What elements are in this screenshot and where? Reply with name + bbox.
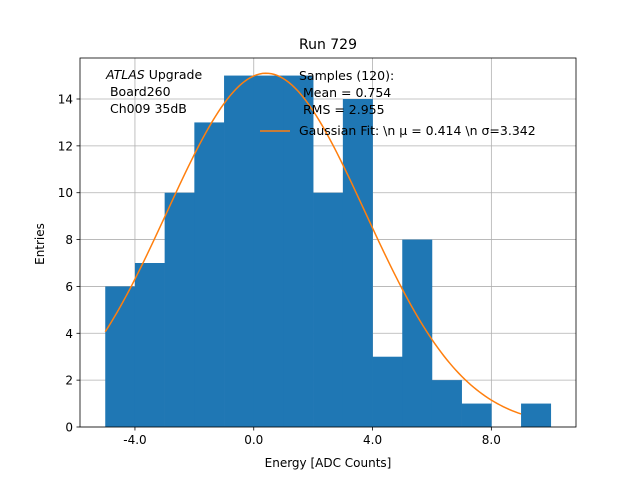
histogram-bar (313, 192, 344, 427)
y-tick-label: 14 (58, 93, 73, 107)
histogram-bar (134, 263, 165, 427)
rms-label: RMS = 2.955 (299, 102, 385, 117)
legend-fit-label: Gaussian Fit: \n μ = 0.414 \n σ=3.342 (299, 123, 536, 138)
mean-label: Mean = 0.754 (299, 85, 391, 100)
atlas-annotation: ATLAS Upgrade Board260 Ch009 35dB (105, 67, 202, 116)
chart-title: Run 729 (299, 37, 357, 53)
atlas-italic-text: ATLAS (105, 67, 145, 82)
x-axis-label: Energy [ADC Counts] (265, 456, 392, 470)
histogram-bar (164, 192, 195, 427)
histogram-bar (521, 403, 552, 427)
y-tick-label: 10 (58, 186, 73, 200)
histogram-bar (431, 380, 462, 427)
x-tick-label: -4.0 (123, 433, 146, 447)
gaussian-fit-line (104, 72, 522, 415)
y-tick-label: 2 (65, 374, 73, 388)
y-tick-label: 6 (65, 280, 73, 294)
samples-count-label: Samples (120): (299, 68, 394, 83)
y-axis-ticks: 0 2 4 6 8 10 12 14 (58, 93, 80, 435)
histogram-bars (105, 75, 552, 428)
axes-frame (79, 57, 577, 428)
histogram-bar (105, 286, 136, 427)
x-tick-label: 4.0 (363, 433, 382, 447)
channel-label: Ch009 35dB (106, 101, 187, 116)
histogram-bar (372, 356, 403, 427)
board-label: Board260 (106, 84, 171, 99)
y-tick-label: 0 (65, 421, 73, 435)
x-tick-label: 0.0 (244, 433, 263, 447)
histogram-bar (342, 99, 373, 427)
histogram-bar (253, 75, 284, 428)
samples-annotation: Samples (120): Mean = 0.754 RMS = 2.955 (299, 68, 394, 117)
x-tick-label: 8.0 (482, 433, 501, 447)
atlas-label: ATLAS Upgrade (105, 67, 202, 82)
y-tick-label: 4 (65, 327, 73, 341)
histogram-bar (224, 75, 255, 428)
plot-area: -4.0 0.0 4.0 8.0 0 2 4 6 8 10 12 14 (58, 57, 577, 447)
histogram-bar (283, 75, 314, 428)
y-tick-label: 8 (65, 233, 73, 247)
legend: Gaussian Fit: \n μ = 0.414 \n σ=3.342 (260, 123, 536, 138)
atlas-upgrade-text: Upgrade (145, 67, 203, 82)
histogram-bar (461, 403, 492, 427)
x-axis-ticks: -4.0 0.0 4.0 8.0 (123, 427, 501, 447)
y-axis-label: Entries (33, 223, 47, 265)
histogram-bar (194, 122, 225, 427)
y-tick-label: 12 (58, 139, 73, 153)
